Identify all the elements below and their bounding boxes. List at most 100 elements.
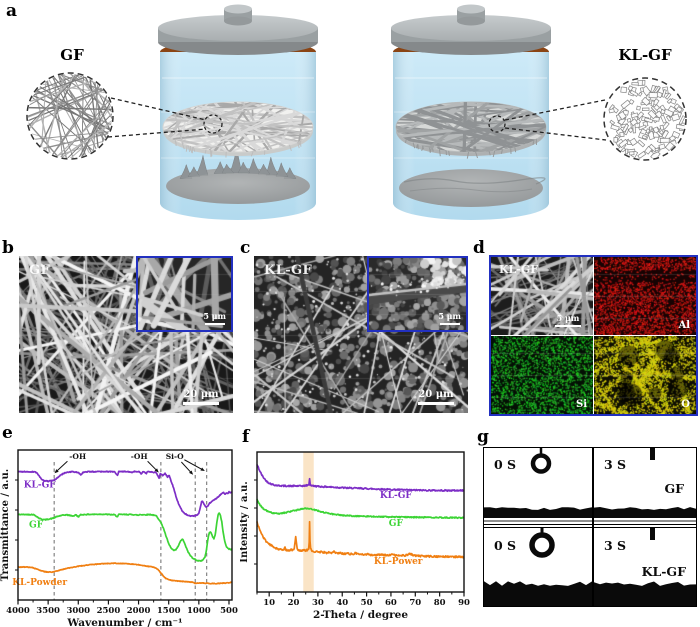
separator-surface: [484, 581, 592, 606]
eds-sample-label: KL-GF: [499, 263, 539, 276]
y-axis-label: Transmittance / a.u.: [0, 469, 11, 582]
eds-o-cell: O: [594, 336, 696, 414]
series-GF: [256, 498, 465, 520]
sample-label: GF: [664, 481, 684, 496]
plot-frame: [17, 449, 233, 601]
eds-si-label: Si: [575, 399, 587, 410]
x-tick-label: 30: [312, 598, 324, 608]
needle-icon: [650, 448, 655, 460]
eds-sem-cell: KL-GF 5 μm: [491, 257, 593, 335]
eds-o-canvas: [594, 336, 696, 414]
ftir-chart: KL-GF GF KL-Powder 4000 3500 3000 2500 2000 1500…: [0, 449, 238, 627]
x-tick-label: 40: [336, 598, 348, 608]
series-KL-Powder: [17, 562, 233, 585]
time-label: 3 S: [604, 538, 627, 553]
droplet-icon: [530, 448, 552, 474]
cell-klgf: [391, 4, 551, 220]
sem-gf-inset-canvas: [138, 258, 231, 330]
x-tick-label: 2000: [127, 606, 151, 616]
reflection-line: [594, 520, 696, 522]
scalebar-eds: 5 μm: [555, 313, 581, 327]
plot-frame: [256, 451, 465, 593]
x-tick-label: 60: [385, 598, 397, 608]
x-tick-label: 70: [409, 598, 421, 608]
zoom-marker-circle: [203, 114, 223, 134]
sample-label: KL-GF: [641, 564, 686, 579]
time-label: 3 S: [604, 457, 627, 472]
wetting-klgf-3s: 3 S KL-GF: [594, 528, 696, 606]
series-GF: [17, 512, 233, 562]
eds-si-canvas: [491, 336, 593, 414]
x-tick-label: 3000: [66, 606, 90, 616]
xrd-chart: KL-GF GF KL-Power 10 20 30 40 50 60 70 80 90 2-Theta…: [240, 451, 470, 621]
sem-klgf-inset-canvas: [369, 258, 466, 330]
series-label: KL-Powder: [12, 578, 67, 588]
x-tick-label: 50: [361, 598, 373, 608]
scalebar-main: 20 μm: [183, 389, 219, 405]
panel-letter-d: d: [473, 238, 485, 258]
x-tick-label: 10: [263, 598, 275, 608]
sem-image-gf: GF 5 μm 20 μm: [19, 256, 233, 413]
zoom-marker-circle: [488, 115, 506, 133]
separator-surface: [594, 507, 696, 518]
separator-surface: [594, 581, 696, 606]
eds-sem-canvas: [491, 257, 593, 335]
x-tick-label: 1500: [157, 606, 181, 616]
eds-o-label: O: [681, 399, 690, 410]
wetting-gf-0s: 0 S: [484, 448, 592, 524]
connector-line: [107, 128, 207, 138]
x-tick-label: 20: [288, 598, 300, 608]
series-label: KL-GF: [24, 481, 57, 491]
inset-gf: GF: [26, 46, 207, 160]
inset-klgf-label: KL-GF: [618, 46, 672, 64]
wetting-grid: 0 S 3 S GF 0 S 3 S: [483, 447, 697, 607]
annotation-label: Si-O: [166, 452, 184, 461]
sem-gf-label: GF: [29, 263, 51, 278]
cell-lid: [158, 15, 318, 41]
separator-surface: [484, 507, 592, 518]
highlight-band: [303, 452, 314, 592]
series-label: GF: [389, 519, 404, 529]
eds-al-cell: Al: [594, 257, 696, 335]
panel-letter-e: e: [2, 423, 13, 443]
panel-letter-b: b: [2, 238, 14, 258]
sem-klgf-label: KL-GF: [264, 263, 313, 278]
wetting-klgf-0s: 0 S: [484, 528, 592, 606]
panel-letter-a: a: [6, 1, 18, 21]
series-label: GF: [29, 520, 44, 530]
cell-knob: [224, 4, 252, 14]
electrode-dendritic: [166, 146, 310, 204]
x-tick-label: 80: [434, 598, 446, 608]
x-tick-label: 1000: [187, 606, 211, 616]
grid-divider-top: [484, 524, 696, 525]
time-label: 0 S: [494, 457, 517, 472]
series-KL-Power: [256, 520, 465, 559]
eds-si-cell: Si: [491, 336, 593, 414]
needle-icon: [650, 528, 655, 540]
eds-al-canvas: [594, 257, 696, 335]
scalebar-main: 20 μm: [418, 389, 454, 405]
x-axis-label: 2-Theta / degree: [313, 609, 408, 621]
panel-letter-f: f: [242, 427, 250, 447]
x-tick-label: 90: [458, 598, 470, 608]
connector-line: [110, 97, 207, 121]
series-label: KL-GF: [380, 491, 413, 501]
eds-al-label: Al: [678, 320, 690, 331]
cell-lid: [391, 15, 551, 41]
reflection-line: [484, 520, 592, 522]
cell-knob: [457, 4, 485, 14]
x-tick-label: 3500: [36, 606, 60, 616]
sem-image-klgf: KL-GF 5 μm 20 μm: [254, 256, 468, 413]
panel-letter-c: c: [240, 238, 251, 258]
electrode-smooth: [399, 169, 546, 207]
x-tick-label: 500: [220, 606, 238, 616]
sem-klgf-inset: 5 μm: [367, 256, 468, 332]
panel-letter-g: g: [477, 427, 489, 447]
connector-line: [504, 127, 607, 141]
inset-gf-label: GF: [60, 46, 84, 64]
scalebar-inset: 5 μm: [203, 311, 226, 325]
grid-divider-bottom: [484, 527, 696, 528]
series-label: KL-Power: [374, 557, 423, 567]
connector-line: [504, 99, 606, 121]
